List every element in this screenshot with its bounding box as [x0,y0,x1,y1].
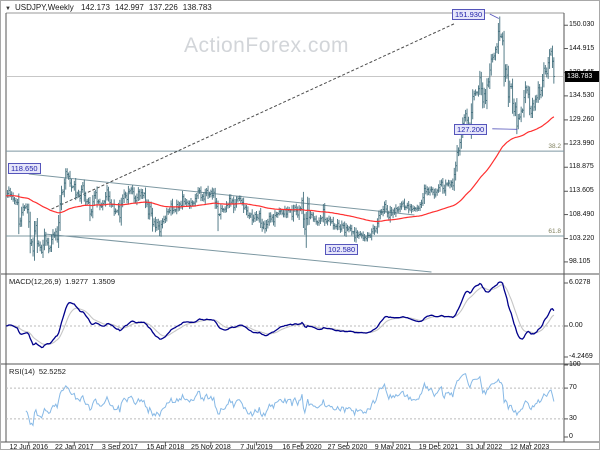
ohlc-low: 137.226 [148,3,178,12]
symbol-dropdown-icon[interactable]: ▼ [5,6,11,12]
watermark: ActionForex.com [184,34,350,57]
current-price-tag: 138.783 [565,71,599,82]
rsi-value: 52.5252 [38,367,66,376]
ohlc-high: 142.997 [114,3,144,12]
macd-label: MACD(12,26,9) 1.9277 1.3509 [9,277,119,286]
macd-signal-value: 1.3509 [92,277,116,286]
rsi-name: RSI(14) [9,367,35,376]
ohlc-close: 138.783 [182,3,212,12]
ohlc-open: 142.173 [81,3,110,12]
symbol-label: USDJPY,Weekly [14,3,74,12]
macd-name: MACD(12,26,9) [9,277,62,286]
macd-value: 1.9277 [65,277,89,286]
chart-title: ▼ USDJPY,Weekly 142.173 142.997 137.226 138.… [5,3,217,12]
rsi-label: RSI(14) 52.5252 [9,367,70,376]
